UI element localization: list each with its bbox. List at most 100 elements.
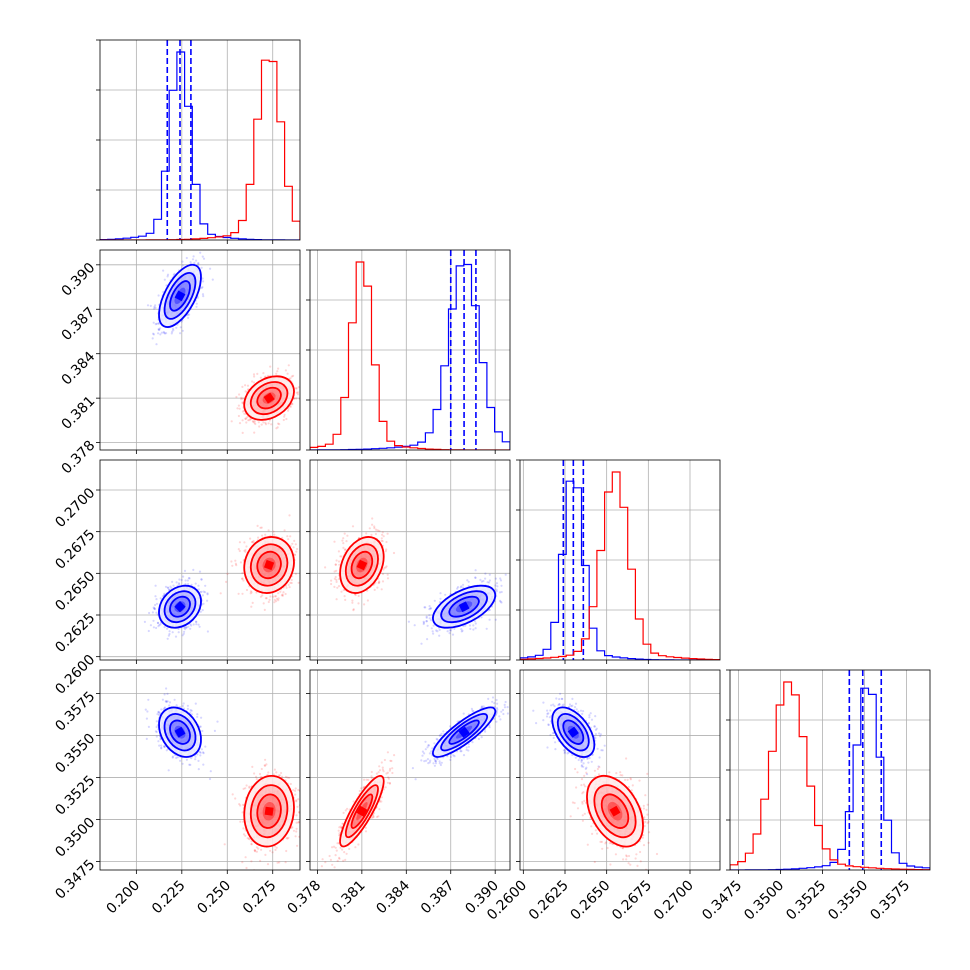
- scatter-point: [143, 620, 146, 624]
- scatter-point: [499, 600, 502, 603]
- scatter-point: [273, 533, 276, 536]
- scatter-point: [182, 632, 185, 635]
- scatter-point: [167, 588, 171, 591]
- scatter-point: [488, 579, 491, 582]
- scatter-point: [334, 563, 337, 566]
- scatter-point: [337, 550, 340, 553]
- scatter-point: [253, 421, 256, 424]
- scatter-point: [500, 601, 503, 604]
- scatter-point: [262, 372, 265, 375]
- scatter-point: [158, 623, 161, 627]
- peak-marker: [174, 290, 186, 302]
- scatter-point: [377, 581, 380, 585]
- scatter-point: [473, 620, 477, 623]
- scatter-point: [155, 611, 158, 614]
- scatter-point: [384, 566, 387, 569]
- scatter-point: [197, 588, 200, 591]
- scatter-point: [234, 559, 237, 562]
- scatter-point: [290, 578, 293, 582]
- contours-0: [158, 584, 202, 629]
- scatter-point: [216, 720, 219, 723]
- scatter-point: [192, 568, 195, 572]
- scatter-point: [168, 704, 171, 707]
- scatter-point: [154, 323, 157, 326]
- scatter-point: [183, 626, 186, 629]
- scatter-point: [310, 555, 312, 557]
- scatter-point: [337, 560, 341, 563]
- scatter-point: [237, 414, 240, 418]
- scatter-point: [186, 707, 189, 711]
- scatter-point: [245, 416, 248, 419]
- scatter-point: [277, 367, 280, 370]
- scatter-point: [273, 601, 276, 604]
- scatter-point: [165, 332, 168, 335]
- scatter-point: [197, 261, 200, 265]
- scatter-point: [162, 330, 165, 334]
- scatter-point: [236, 407, 239, 410]
- scatter-point: [163, 332, 167, 335]
- scatter-point: [238, 541, 241, 544]
- scatter-point: [204, 745, 207, 748]
- scatter-point: [201, 255, 204, 258]
- scatter-point: [168, 632, 171, 636]
- scatter-point: [244, 417, 247, 420]
- scatter-point: [281, 593, 284, 596]
- scatter-point: [342, 546, 345, 550]
- scatter-point: [200, 590, 203, 593]
- scatter-point: [184, 579, 187, 582]
- scatter-point: [177, 582, 180, 585]
- scatter-point: [428, 608, 431, 611]
- scatter-point: [290, 375, 293, 378]
- scatter-point: [234, 562, 237, 565]
- contours-0: [158, 263, 202, 328]
- scatter-point: [253, 375, 256, 378]
- scatter-point: [488, 618, 491, 621]
- scatter-point: [292, 546, 295, 549]
- scatter-point: [287, 364, 290, 367]
- scatter-point: [354, 593, 357, 597]
- scatter-point: [166, 692, 169, 696]
- scatter-point: [460, 630, 463, 633]
- scatter-point: [152, 333, 155, 336]
- scatter-point: [366, 599, 369, 602]
- scatter-point: [472, 624, 475, 627]
- scatter-point: [264, 597, 267, 600]
- scatter-point: [482, 579, 485, 583]
- scatter-point: [330, 582, 333, 586]
- scatter-point: [277, 599, 280, 602]
- scatter-point: [195, 623, 198, 626]
- scatter-point: [250, 605, 253, 608]
- scatter-point: [425, 620, 428, 623]
- scatter-point: [202, 602, 205, 605]
- scatter-point: [208, 777, 212, 781]
- scatter-point: [296, 547, 299, 551]
- scatter-point: [469, 627, 472, 631]
- scatter-point: [187, 577, 190, 580]
- scatter-point: [238, 407, 241, 410]
- scatter-point: [494, 584, 497, 587]
- scatter-point: [467, 580, 470, 583]
- scatter-point: [206, 630, 209, 633]
- scatter-point: [145, 737, 148, 741]
- scatter-point: [333, 585, 336, 589]
- scatter-point: [486, 581, 489, 584]
- scatter-point: [265, 597, 268, 600]
- scatter-point: [302, 553, 304, 555]
- scatter-point: [206, 593, 209, 596]
- scatter-point: [245, 421, 248, 424]
- scatter-point: [433, 599, 436, 602]
- scatter-point: [166, 273, 170, 276]
- scatter-point: [438, 634, 441, 637]
- scatter-point: [186, 313, 190, 316]
- scatter-point: [500, 590, 503, 594]
- scatter-point: [425, 615, 428, 618]
- scatter-point: [149, 624, 152, 627]
- scatter-point: [253, 420, 256, 423]
- scatter-point: [307, 389, 309, 391]
- scatter-point: [163, 278, 166, 281]
- scatter-point: [177, 631, 180, 634]
- scatter-point: [159, 623, 162, 626]
- scatter-point: [162, 269, 165, 272]
- scatter-point: [365, 532, 368, 535]
- scatter-point: [294, 387, 297, 390]
